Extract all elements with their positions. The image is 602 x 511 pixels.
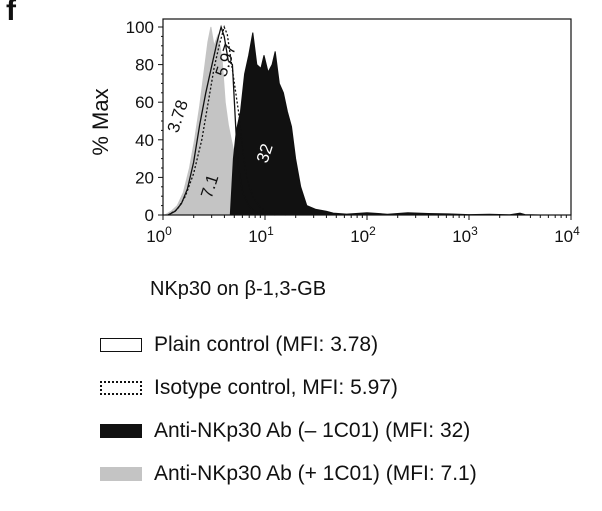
- x-tick-exponent: 4: [573, 224, 580, 238]
- legend-item-anti-nkp30-plus: Anti-NKp30 Ab (+ 1C01) (MFI: 7.1): [100, 462, 477, 486]
- y-tick-label: 0: [145, 206, 154, 225]
- legend-label: Anti-NKp30 Ab (+ 1C01) (MFI: 7.1): [154, 462, 477, 485]
- x-tick-exponent: 0: [165, 224, 172, 238]
- y-tick-label: 20: [135, 168, 154, 187]
- legend-swatch-gray: [100, 467, 142, 481]
- y-axis-title: % Max: [88, 88, 113, 155]
- legend-swatch-black: [100, 424, 142, 438]
- y-tick-label: 100: [126, 18, 154, 37]
- x-tick-label: 103: [452, 224, 478, 246]
- x-tick-exponent: 2: [369, 224, 376, 238]
- legend-label: Isotype control, MFI: 5.97): [154, 376, 398, 399]
- x-tick-label: 102: [350, 224, 376, 246]
- legend-swatch-outline: [100, 338, 142, 352]
- series-isotype-control: [167, 24, 286, 216]
- mfi-label: 3.78: [164, 98, 192, 135]
- legend-swatch-dotted: [100, 381, 142, 395]
- x-tick-exponent: 1: [267, 224, 274, 238]
- y-tick-label: 40: [135, 131, 154, 150]
- legend-label: Anti-NKp30 Ab (– 1C01) (MFI: 32): [154, 419, 471, 442]
- y-tick-label: 60: [135, 93, 154, 112]
- y-tick-label: 80: [135, 56, 154, 75]
- x-tick-label: 100: [146, 224, 172, 246]
- x-tick-label: 101: [248, 224, 274, 246]
- legend-label: Plain control (MFI: 3.78): [154, 333, 379, 356]
- mfi-label: 32: [253, 141, 277, 165]
- legend-item-isotype-control: Isotype control, MFI: 5.97): [100, 376, 398, 400]
- legend-item-plain-control: Plain control (MFI: 3.78): [100, 333, 378, 357]
- x-axis-title: NKp30 on β-1,3-GB: [150, 278, 327, 300]
- legend-item-anti-nkp30-minus: Anti-NKp30 Ab (– 1C01) (MFI: 32): [100, 419, 470, 443]
- series-plain-control: [167, 24, 276, 216]
- series-anti-nkp30-ab-1c01: [229, 32, 541, 216]
- x-tick-label: 104: [554, 224, 580, 246]
- panel-label: f: [6, 0, 16, 27]
- x-tick-exponent: 3: [471, 224, 478, 238]
